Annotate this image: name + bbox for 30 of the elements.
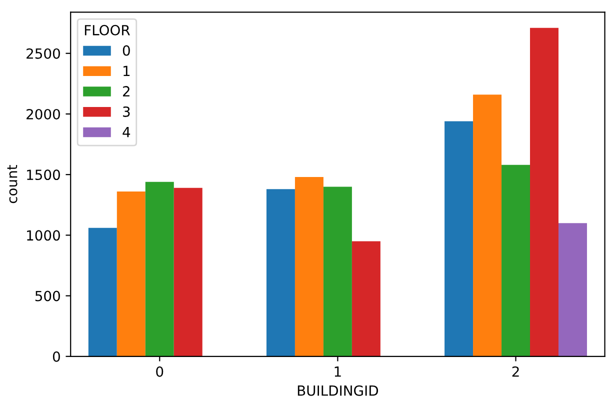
y-tick-label: 2500 xyxy=(26,48,60,59)
x-tick-label: 1 xyxy=(334,366,341,377)
bar xyxy=(444,121,474,356)
legend-label: 0 xyxy=(122,45,130,56)
bar xyxy=(502,164,530,356)
x-tick-label: 0 xyxy=(156,366,164,377)
bar xyxy=(116,192,146,356)
bar xyxy=(266,189,295,356)
legend-label: 3 xyxy=(123,106,130,117)
bar xyxy=(323,186,352,356)
y-tick-label: 500 xyxy=(35,290,60,302)
y-tick-label: 1500 xyxy=(27,170,60,180)
x-axis-title: BUILDINGID xyxy=(298,385,378,396)
y-tick-label: 1000 xyxy=(27,230,60,241)
x-tick-label: 2 xyxy=(512,366,519,377)
bar xyxy=(530,28,558,356)
legend-label: 1 xyxy=(124,66,130,76)
legend-label: 2 xyxy=(123,86,130,96)
bar xyxy=(473,94,502,356)
bar xyxy=(174,188,202,356)
legend-label: 4 xyxy=(122,127,130,138)
y-axis-title: count xyxy=(7,165,18,204)
bar xyxy=(294,177,324,356)
bar xyxy=(88,228,117,356)
bar xyxy=(558,223,587,356)
legend-title: FLOOR xyxy=(84,24,130,36)
y-tick-label: 2000 xyxy=(26,108,60,120)
bar xyxy=(145,182,174,356)
bar xyxy=(352,241,380,356)
y-tick-label: 0 xyxy=(52,351,60,362)
